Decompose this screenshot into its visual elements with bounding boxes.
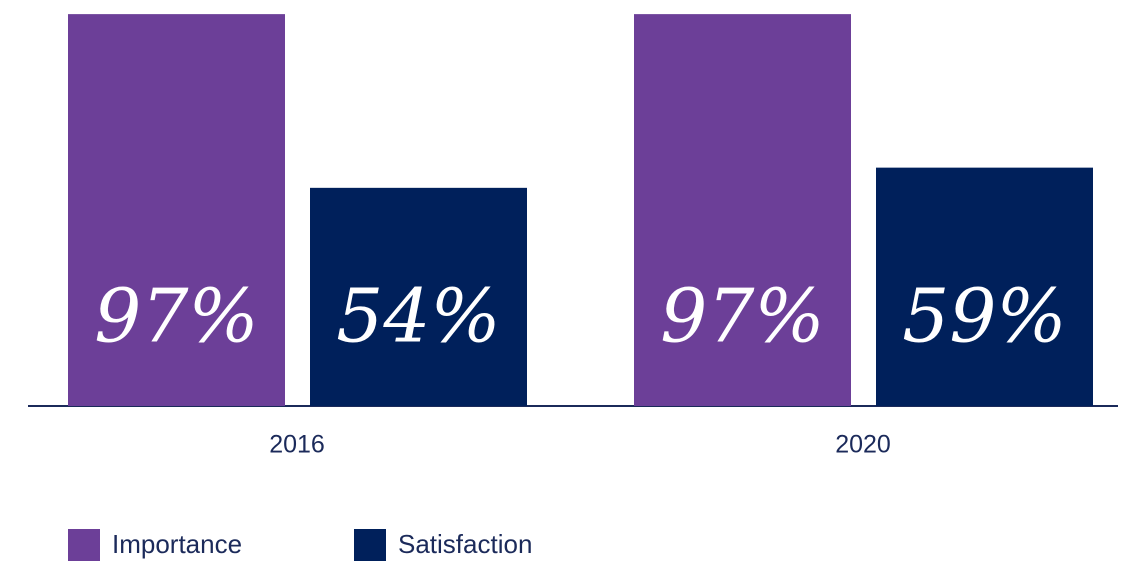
value-label: 59% [902,273,1066,359]
bar [310,187,527,406]
bar [68,14,285,407]
legend-label: Satisfaction [398,529,532,559]
legend-swatch [68,529,100,561]
bar [634,14,851,407]
value-label: 97% [660,273,824,359]
legend-swatch [354,529,386,561]
x-tick-label: 2020 [835,431,891,459]
x-tick-label: 2016 [269,431,325,459]
legend-label: Importance [112,529,242,559]
bar [876,167,1093,406]
value-label: 54% [336,273,500,359]
value-label: 97% [94,273,258,359]
